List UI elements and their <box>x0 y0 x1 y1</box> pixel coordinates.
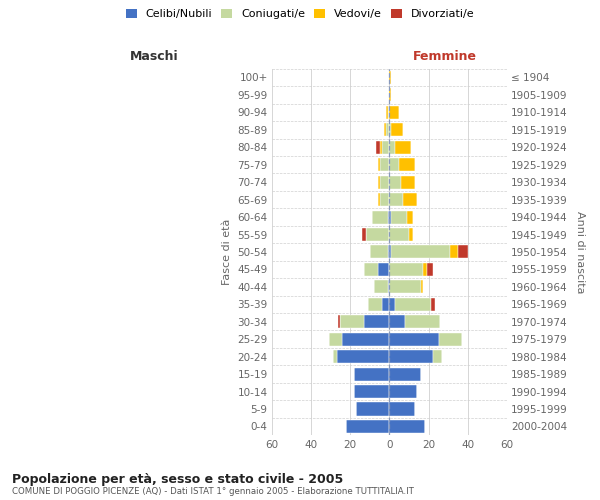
Bar <box>450 246 458 258</box>
Bar <box>372 210 388 224</box>
Text: Popolazione per età, sesso e stato civile - 2005: Popolazione per età, sesso e stato civil… <box>12 472 343 486</box>
Bar <box>389 332 439 345</box>
Bar <box>403 193 417 206</box>
Bar <box>389 420 425 433</box>
Bar <box>378 193 380 206</box>
Bar <box>405 315 440 328</box>
Y-axis label: Fasce di età: Fasce di età <box>222 219 232 285</box>
Bar <box>389 210 391 224</box>
Bar <box>383 124 386 136</box>
Bar <box>389 350 433 363</box>
Bar <box>356 402 389 415</box>
Bar <box>399 158 415 172</box>
Bar <box>378 176 380 188</box>
Bar <box>380 140 382 154</box>
Bar <box>389 280 421 293</box>
Bar <box>389 246 391 258</box>
Bar <box>329 332 343 345</box>
Bar <box>382 298 389 311</box>
Bar <box>389 176 401 188</box>
Bar <box>364 315 389 328</box>
Bar <box>354 385 389 398</box>
Bar <box>382 140 389 154</box>
Bar <box>401 176 415 188</box>
Bar <box>374 280 388 293</box>
Legend: Celibi/Nubili, Coniugati/e, Vedovi/e, Divorziati/e: Celibi/Nubili, Coniugati/e, Vedovi/e, Di… <box>122 6 478 22</box>
Bar <box>389 193 403 206</box>
Bar <box>427 263 433 276</box>
Bar <box>388 246 389 258</box>
Bar <box>389 88 391 102</box>
Bar <box>380 193 389 206</box>
Bar <box>389 385 417 398</box>
Bar <box>458 246 468 258</box>
Bar <box>386 124 389 136</box>
Text: Maschi: Maschi <box>130 50 178 64</box>
Bar <box>346 420 389 433</box>
Bar <box>332 350 337 363</box>
Bar <box>389 298 395 311</box>
Bar <box>389 140 395 154</box>
Bar <box>388 210 389 224</box>
Bar <box>380 176 389 188</box>
Bar <box>378 158 380 172</box>
Bar <box>409 228 413 241</box>
Bar <box>391 210 407 224</box>
Y-axis label: Anni di nascita: Anni di nascita <box>575 210 585 293</box>
Bar <box>338 315 340 328</box>
Bar <box>389 106 399 119</box>
Bar <box>389 228 409 241</box>
Bar <box>337 350 389 363</box>
Bar <box>370 246 388 258</box>
Bar <box>389 158 399 172</box>
Text: COMUNE DI POGGIO PICENZE (AQ) - Dati ISTAT 1° gennaio 2005 - Elaborazione TUTTIT: COMUNE DI POGGIO PICENZE (AQ) - Dati IST… <box>12 488 414 496</box>
Text: Femmine: Femmine <box>413 50 477 64</box>
Bar <box>368 298 382 311</box>
Bar <box>386 106 388 119</box>
Bar <box>380 158 389 172</box>
Bar <box>423 263 427 276</box>
Bar <box>407 210 413 224</box>
Bar <box>340 315 364 328</box>
Bar <box>431 298 434 311</box>
Bar <box>389 263 423 276</box>
Bar <box>376 140 380 154</box>
Bar <box>391 124 403 136</box>
Bar <box>389 71 391 84</box>
Bar <box>439 332 462 345</box>
Bar <box>366 228 389 241</box>
Bar <box>388 106 389 119</box>
Bar <box>354 368 389 380</box>
Bar <box>389 368 421 380</box>
Bar <box>364 263 378 276</box>
Bar <box>389 402 415 415</box>
Bar <box>362 228 366 241</box>
Bar <box>433 350 442 363</box>
Bar <box>391 246 450 258</box>
Bar <box>421 280 423 293</box>
Bar <box>395 140 411 154</box>
Bar <box>389 124 391 136</box>
Bar <box>395 298 431 311</box>
Bar <box>388 280 389 293</box>
Bar <box>378 263 389 276</box>
Bar <box>389 315 405 328</box>
Bar <box>343 332 389 345</box>
